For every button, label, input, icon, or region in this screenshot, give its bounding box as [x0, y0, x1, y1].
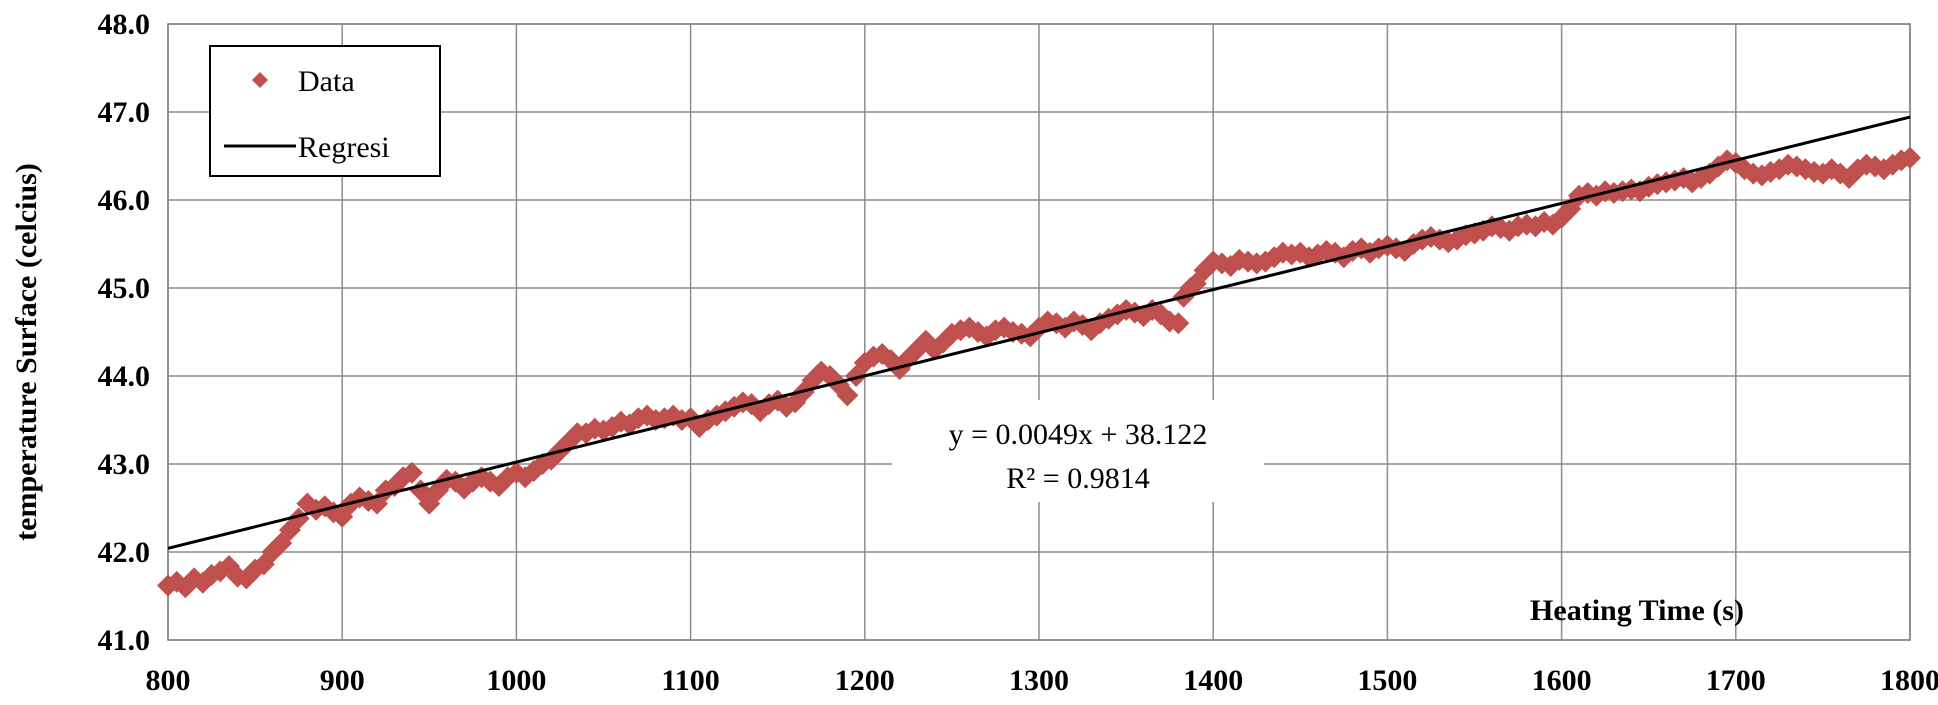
x-tick-label: 1600: [1532, 664, 1592, 697]
data-point: [1899, 146, 1921, 169]
regression-line: [167, 115, 1911, 550]
x-tick-label: 1000: [486, 664, 546, 697]
y-tick-label: 43.0: [98, 448, 151, 481]
legend-regression-label: Regresi: [298, 131, 390, 164]
x-tick-label: 1800: [1880, 664, 1938, 697]
y-tick-label: 48.0: [98, 8, 151, 41]
equation-box: [892, 400, 1264, 502]
x-tick-label: 800: [146, 664, 191, 697]
y-tick-label: 47.0: [98, 96, 151, 129]
x-tick-label: 1100: [661, 664, 719, 697]
r-squared-text: R² = 0.9814: [1006, 462, 1149, 495]
data-point: [1167, 312, 1190, 335]
x-tick-label: 1700: [1706, 664, 1766, 697]
x-axis-title: Heating Time (s): [1530, 594, 1744, 627]
x-tick-label: 1300: [1009, 664, 1069, 697]
x-tick-labels: 800 900 1000 1100 1200 1300 1400 1500 1600 1700 18…: [146, 664, 1938, 697]
x-tick-label: 1200: [835, 664, 895, 697]
y-tick-label: 45.0: [98, 272, 151, 305]
x-tick-label: 1400: [1183, 664, 1243, 697]
legend-data-label: Data: [298, 65, 355, 98]
equation-text: y = 0.0049x + 38.122: [949, 418, 1208, 451]
y-tick-label: 41.0: [98, 624, 151, 657]
y-axis-title: temperature Surface (celcius): [10, 163, 43, 541]
legend: Data Regresi: [209, 45, 441, 177]
y-tick-label: 44.0: [98, 360, 151, 393]
plot-frame: [167, 23, 1911, 641]
data-point: [836, 384, 859, 407]
data-point: [1263, 246, 1286, 269]
y-tick-labels: 41.0 42.0 43.0 44.0 45.0 46.0 47.0 48.0: [98, 8, 151, 657]
y-tick-label: 42.0: [98, 536, 151, 569]
data-point: [400, 461, 423, 484]
y-tick-label: 46.0: [98, 184, 151, 217]
x-tick-label: 900: [320, 664, 365, 697]
legend-data-marker: [252, 72, 268, 88]
x-tick-label: 1500: [1357, 664, 1417, 697]
data-point: [1298, 246, 1321, 269]
legend-box: [209, 45, 441, 177]
data-point: [235, 567, 258, 590]
